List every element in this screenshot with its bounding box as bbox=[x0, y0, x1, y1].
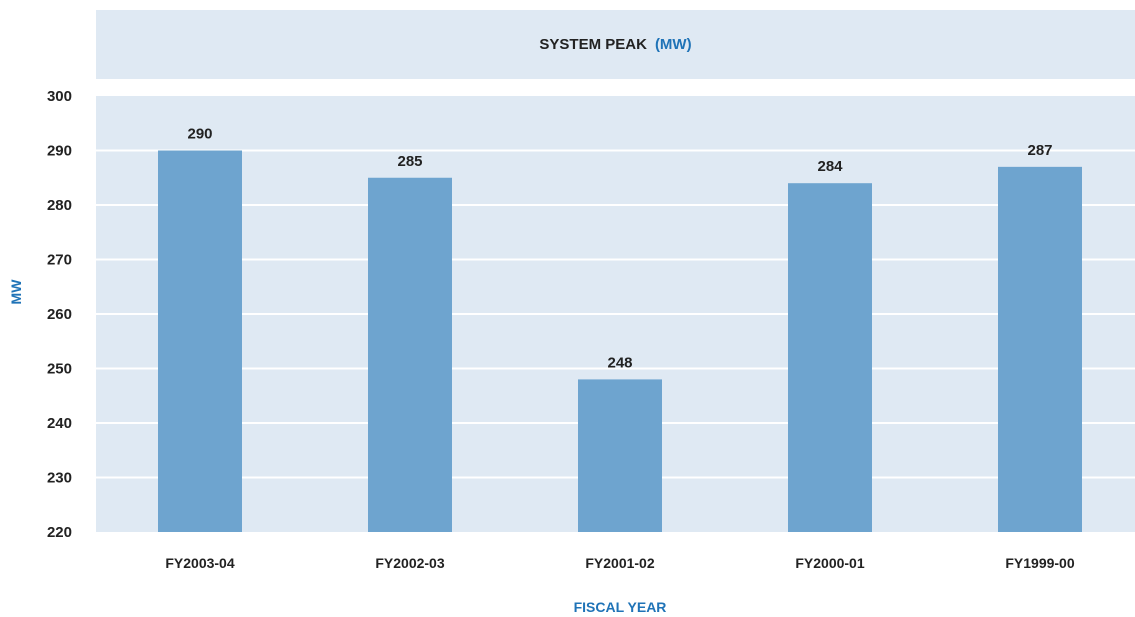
y-tick-label: 260 bbox=[47, 306, 72, 323]
bar bbox=[368, 177, 452, 532]
data-label: 290 bbox=[187, 126, 212, 143]
chart-title-box: SYSTEM PEAK (MW) bbox=[96, 10, 1135, 79]
y-axis-ticks: 220 230 240 250 260 270 280 290 300 bbox=[47, 88, 72, 541]
x-category-label: FY2002-03 bbox=[375, 555, 444, 571]
bar bbox=[158, 150, 242, 532]
data-labels: 290 285 248 284 287 bbox=[187, 126, 1052, 372]
x-axis-label: FISCAL YEAR bbox=[574, 599, 667, 615]
data-label: 287 bbox=[1027, 142, 1052, 159]
y-tick-label: 300 bbox=[47, 88, 72, 105]
y-tick-label: 280 bbox=[47, 197, 72, 214]
y-tick-label: 220 bbox=[47, 524, 72, 541]
x-axis-categories: FY2003-04 FY2002-03 FY2001-02 FY2000-01 FY19… bbox=[165, 555, 1074, 571]
chart-title: SYSTEM PEAK bbox=[539, 36, 647, 53]
bar bbox=[578, 379, 662, 532]
bar bbox=[998, 166, 1082, 532]
data-label: 284 bbox=[817, 158, 843, 175]
chart-title-unit: (MW) bbox=[654, 36, 692, 53]
x-category-label: FY2000-01 bbox=[795, 555, 864, 571]
y-tick-label: 250 bbox=[47, 361, 72, 378]
bar bbox=[788, 183, 872, 532]
y-tick-label: 240 bbox=[47, 415, 72, 432]
x-category-label: FY2003-04 bbox=[165, 555, 234, 571]
x-category-label: FY2001-02 bbox=[585, 555, 654, 571]
y-axis-label: MW bbox=[8, 279, 24, 305]
x-category-label: FY1999-00 bbox=[1005, 555, 1074, 571]
y-tick-label: 270 bbox=[47, 252, 72, 269]
data-label: 248 bbox=[607, 354, 632, 371]
y-tick-label: 290 bbox=[47, 143, 72, 160]
data-label: 285 bbox=[397, 153, 422, 170]
y-tick-label: 230 bbox=[47, 470, 72, 487]
bars bbox=[158, 150, 1082, 532]
